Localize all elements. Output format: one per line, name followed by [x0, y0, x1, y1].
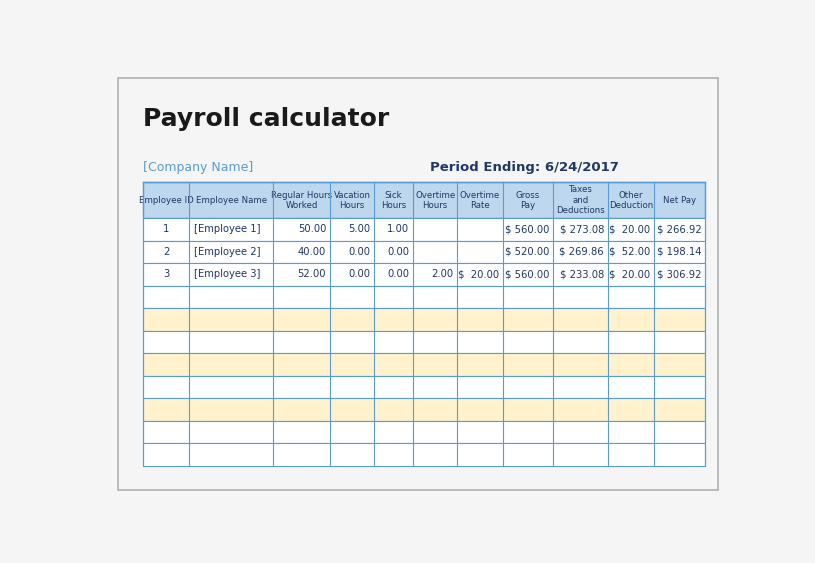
- FancyBboxPatch shape: [143, 421, 705, 444]
- Text: $ 560.00: $ 560.00: [505, 224, 549, 234]
- Text: $ 520.00: $ 520.00: [505, 247, 549, 257]
- Text: $  20.00: $ 20.00: [610, 269, 650, 279]
- FancyBboxPatch shape: [143, 330, 705, 353]
- FancyBboxPatch shape: [143, 263, 705, 285]
- FancyBboxPatch shape: [143, 399, 705, 421]
- FancyBboxPatch shape: [143, 182, 705, 218]
- FancyBboxPatch shape: [143, 308, 705, 330]
- Text: 2.00: 2.00: [431, 269, 454, 279]
- Text: [Company Name]: [Company Name]: [143, 161, 253, 174]
- Text: Regular Hours
Worked: Regular Hours Worked: [271, 190, 332, 210]
- Text: Overtime
Rate: Overtime Rate: [460, 190, 500, 210]
- Text: Payroll calculator: Payroll calculator: [143, 106, 390, 131]
- Text: 1.00: 1.00: [387, 224, 409, 234]
- Text: $  20.00: $ 20.00: [458, 269, 499, 279]
- FancyBboxPatch shape: [117, 78, 718, 490]
- Text: Gross
Pay: Gross Pay: [516, 190, 540, 210]
- FancyBboxPatch shape: [143, 240, 705, 263]
- Text: 0.00: 0.00: [387, 269, 409, 279]
- Text: Employee Name: Employee Name: [196, 196, 267, 205]
- Text: 3: 3: [163, 269, 170, 279]
- Text: Net Pay: Net Pay: [663, 196, 696, 205]
- Text: $ 266.92: $ 266.92: [657, 224, 701, 234]
- Text: [Employee 1]: [Employee 1]: [194, 224, 260, 234]
- FancyBboxPatch shape: [143, 353, 705, 376]
- Text: Period Ending: 6/24/2017: Period Ending: 6/24/2017: [430, 161, 619, 174]
- Text: Other
Deduction: Other Deduction: [609, 190, 653, 210]
- Text: $  20.00: $ 20.00: [610, 224, 650, 234]
- Text: 1: 1: [163, 224, 170, 234]
- Text: Vacation
Hours: Vacation Hours: [333, 190, 371, 210]
- Text: Employee ID: Employee ID: [139, 196, 193, 205]
- FancyBboxPatch shape: [143, 444, 705, 466]
- FancyBboxPatch shape: [143, 376, 705, 399]
- Text: 0.00: 0.00: [349, 269, 371, 279]
- Text: [Employee 2]: [Employee 2]: [194, 247, 260, 257]
- Text: 2: 2: [163, 247, 170, 257]
- Text: 0.00: 0.00: [387, 247, 409, 257]
- Text: 40.00: 40.00: [297, 247, 326, 257]
- Text: $ 273.08: $ 273.08: [560, 224, 604, 234]
- Text: $ 269.86: $ 269.86: [559, 247, 604, 257]
- FancyBboxPatch shape: [143, 285, 705, 308]
- Text: 50.00: 50.00: [297, 224, 326, 234]
- Text: 52.00: 52.00: [297, 269, 326, 279]
- Text: $ 306.92: $ 306.92: [657, 269, 701, 279]
- Text: Sick
Hours: Sick Hours: [381, 190, 407, 210]
- Text: 5.00: 5.00: [349, 224, 371, 234]
- Text: [Employee 3]: [Employee 3]: [194, 269, 260, 279]
- Text: $  52.00: $ 52.00: [610, 247, 650, 257]
- Text: Taxes
and
Deductions: Taxes and Deductions: [557, 185, 605, 215]
- Text: $ 560.00: $ 560.00: [505, 269, 549, 279]
- FancyBboxPatch shape: [143, 218, 705, 240]
- Text: 0.00: 0.00: [349, 247, 371, 257]
- Text: Overtime
Hours: Overtime Hours: [415, 190, 456, 210]
- Text: $ 233.08: $ 233.08: [560, 269, 604, 279]
- Text: $ 198.14: $ 198.14: [657, 247, 701, 257]
